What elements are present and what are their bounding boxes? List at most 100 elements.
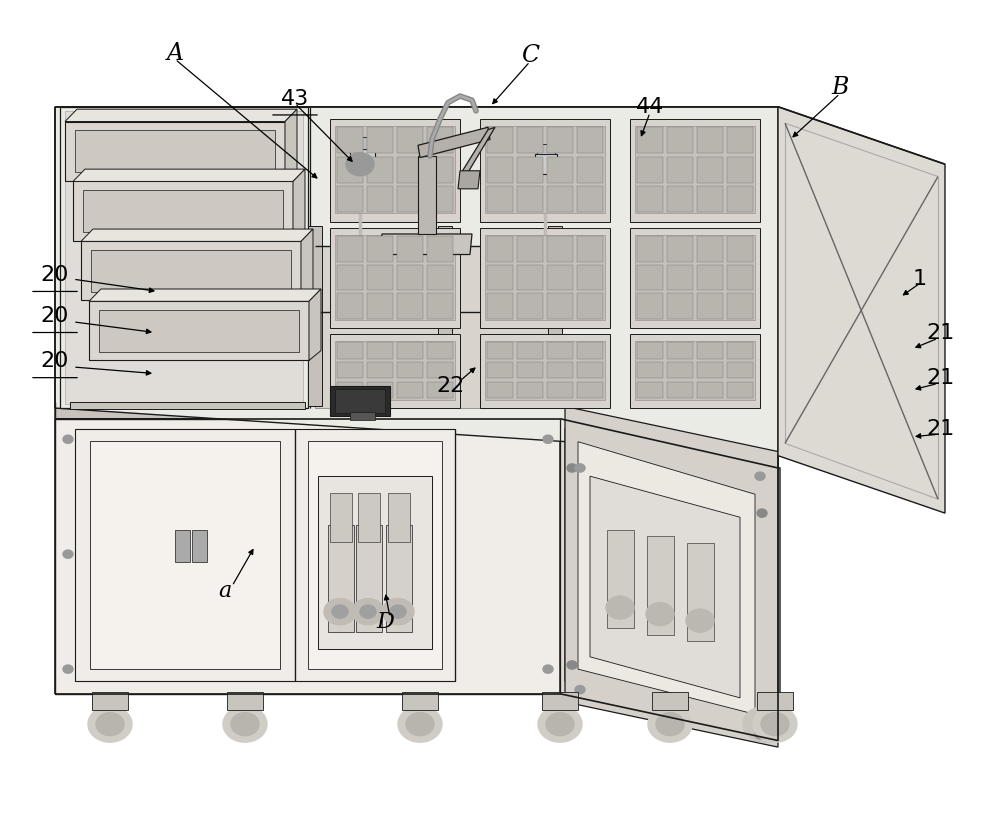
Text: C: C: [521, 44, 539, 67]
Bar: [547, 382, 573, 398]
Bar: [427, 127, 453, 154]
Bar: [352, 137, 372, 149]
Bar: [397, 362, 423, 378]
Circle shape: [338, 525, 358, 542]
Bar: [397, 157, 423, 182]
Polygon shape: [635, 341, 755, 400]
Polygon shape: [309, 289, 321, 360]
Bar: [547, 157, 573, 182]
Bar: [367, 342, 393, 359]
Polygon shape: [480, 119, 610, 222]
Bar: [697, 342, 723, 359]
Text: 20: 20: [41, 306, 69, 326]
Bar: [517, 236, 543, 262]
Polygon shape: [630, 334, 760, 408]
Bar: [337, 236, 363, 262]
Bar: [687, 543, 714, 641]
Bar: [637, 342, 663, 359]
Bar: [487, 265, 513, 290]
Polygon shape: [630, 119, 760, 222]
Bar: [427, 362, 453, 378]
Bar: [517, 186, 543, 212]
Text: 20: 20: [41, 351, 69, 371]
Polygon shape: [308, 441, 442, 669]
Polygon shape: [91, 250, 291, 292]
Bar: [427, 382, 453, 398]
Polygon shape: [301, 229, 313, 300]
Bar: [667, 293, 693, 319]
Circle shape: [360, 605, 376, 618]
Polygon shape: [460, 127, 495, 175]
Bar: [487, 127, 513, 154]
Bar: [667, 157, 693, 182]
Bar: [427, 236, 453, 262]
Polygon shape: [335, 235, 455, 320]
Bar: [637, 186, 663, 212]
Bar: [427, 293, 453, 319]
Text: 21: 21: [926, 368, 954, 388]
Bar: [547, 236, 573, 262]
Polygon shape: [578, 442, 755, 714]
Polygon shape: [590, 476, 740, 698]
Bar: [667, 342, 693, 359]
Circle shape: [538, 706, 582, 742]
Bar: [577, 186, 603, 212]
Bar: [727, 342, 753, 359]
Bar: [367, 127, 393, 154]
Bar: [727, 236, 753, 262]
Bar: [547, 293, 573, 319]
Text: D: D: [376, 612, 394, 633]
Polygon shape: [285, 109, 297, 181]
Bar: [427, 342, 453, 359]
Bar: [367, 186, 393, 212]
Circle shape: [546, 713, 574, 736]
Polygon shape: [318, 476, 432, 649]
Text: 20: 20: [41, 265, 69, 285]
Polygon shape: [295, 429, 455, 681]
Polygon shape: [65, 122, 285, 181]
Bar: [535, 154, 557, 174]
Bar: [577, 265, 603, 290]
Bar: [402, 692, 438, 710]
Bar: [727, 362, 753, 378]
Bar: [517, 293, 543, 319]
Bar: [427, 265, 453, 290]
Polygon shape: [293, 169, 305, 241]
Bar: [487, 157, 513, 182]
Polygon shape: [308, 226, 322, 406]
Circle shape: [398, 706, 442, 742]
Circle shape: [648, 706, 692, 742]
Bar: [667, 265, 693, 290]
Bar: [175, 530, 190, 562]
Bar: [397, 127, 423, 154]
Bar: [517, 362, 543, 378]
Circle shape: [543, 435, 553, 443]
Bar: [427, 186, 453, 212]
Bar: [397, 265, 423, 290]
Bar: [727, 293, 753, 319]
Polygon shape: [485, 341, 605, 400]
Circle shape: [567, 661, 577, 669]
Polygon shape: [548, 226, 562, 406]
Bar: [328, 525, 354, 632]
Bar: [697, 186, 723, 212]
Circle shape: [88, 706, 132, 742]
Bar: [367, 362, 393, 378]
Bar: [727, 157, 753, 182]
Bar: [727, 382, 753, 398]
Bar: [388, 493, 410, 542]
Bar: [337, 293, 363, 319]
Circle shape: [757, 706, 767, 714]
Bar: [577, 157, 603, 182]
Bar: [607, 530, 634, 628]
Circle shape: [575, 464, 585, 472]
Bar: [487, 186, 513, 212]
Bar: [337, 265, 363, 290]
Bar: [337, 186, 363, 212]
Polygon shape: [65, 109, 297, 122]
Polygon shape: [418, 127, 490, 158]
Bar: [397, 293, 423, 319]
Polygon shape: [330, 228, 460, 328]
Text: 43: 43: [281, 89, 309, 108]
Circle shape: [567, 464, 577, 472]
